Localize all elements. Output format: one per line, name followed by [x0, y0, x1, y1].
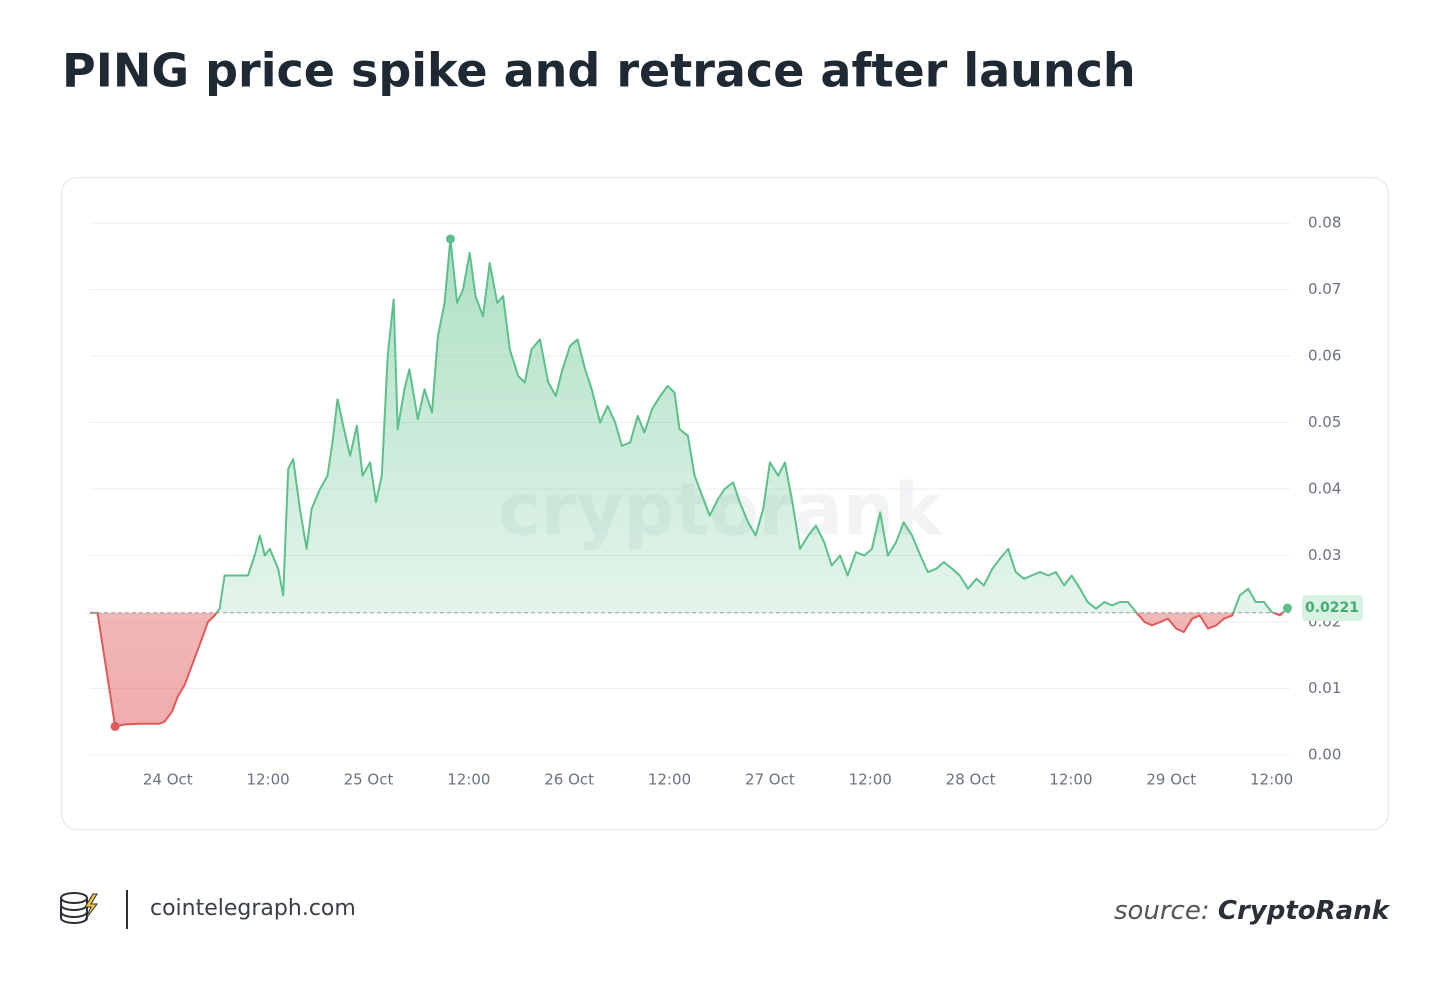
source: source: CryptoRank: [1114, 896, 1391, 926]
footer-logo: [60, 892, 98, 924]
area-above: [90, 239, 1288, 613]
y-tick-label: 0.08: [1308, 214, 1341, 232]
x-tick-label: 12:00: [1250, 771, 1293, 789]
y-tick-label: 0.05: [1308, 413, 1341, 431]
current-value-box: [1302, 595, 1363, 622]
x-tick-label: 12:00: [447, 771, 490, 789]
x-tick-label: 12:00: [247, 771, 290, 789]
y-tick-label: 0.01: [1308, 679, 1341, 697]
price-line-above: [90, 238, 1289, 613]
y-tick-label: 0.04: [1308, 480, 1341, 498]
x-tick-label: 29 Oct: [1146, 771, 1196, 789]
y-tick-label: 0.06: [1308, 347, 1341, 365]
y-tick-label: 0.03: [1308, 546, 1341, 564]
current-value-label: 0.0221: [1305, 600, 1359, 616]
x-tick-label: 24 Oct: [143, 771, 193, 789]
x-tick-label: 25 Oct: [344, 771, 394, 789]
x-tick-label: 28 Oct: [946, 771, 996, 789]
footer-site: cointelegraph.com: [150, 896, 356, 921]
x-tick-label: 27 Oct: [745, 771, 795, 789]
last-dot: [1282, 603, 1292, 613]
x-tick-label: 26 Oct: [544, 771, 594, 789]
max-dot: [445, 234, 455, 244]
min-dot: [110, 721, 120, 731]
y-tick-label: 0.00: [1308, 746, 1341, 764]
source-name: CryptoRank: [1218, 896, 1391, 926]
chart-title: PING price spike and retrace after launc…: [62, 44, 1136, 98]
x-tick-label: 12:00: [849, 771, 892, 789]
x-tick-label: 12:00: [1049, 771, 1092, 789]
x-tick-label: 12:00: [648, 771, 691, 789]
y-tick-label: 0.07: [1308, 280, 1341, 298]
source-label: source:: [1114, 896, 1210, 926]
